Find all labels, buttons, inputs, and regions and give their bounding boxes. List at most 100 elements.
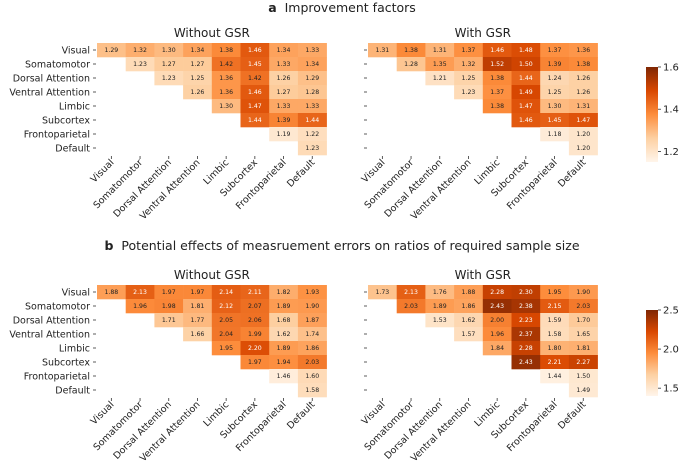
heatmap-cell	[396, 57, 426, 72]
heatmap-cell	[240, 327, 270, 342]
heatmap-cell	[240, 85, 270, 100]
heatmap-cell-label: 1.96	[490, 331, 504, 338]
heatmap-cell	[269, 299, 299, 314]
heatmap-cell	[125, 299, 155, 314]
heatmap-cell-label: 1.36	[576, 47, 590, 54]
heatmap-cell-label: 2.13	[404, 289, 418, 296]
heatmap-cell	[211, 99, 241, 114]
heatmap-cell	[211, 299, 241, 314]
heatmap-cell	[568, 113, 598, 128]
heatmap-cell-label: 1.26	[277, 75, 291, 82]
heatmap-cell	[240, 299, 270, 314]
heatmap-cell	[568, 71, 598, 86]
heatmap-cell	[269, 127, 299, 142]
heatmap-cell	[396, 285, 426, 300]
heatmap-cell	[425, 285, 455, 300]
heatmap-cell-label: 1.89	[277, 303, 291, 310]
heatmap-cell	[240, 341, 270, 356]
heatmap-cell-label: 1.35	[433, 61, 447, 68]
heatmap-cell-label: 1.95	[548, 289, 562, 296]
heatmap-cell-label: 1.38	[576, 61, 590, 68]
heatmap-cell-label: 1.81	[576, 345, 590, 352]
heatmap-cell-label: 1.47	[576, 117, 590, 124]
row-label: Subcortex	[42, 115, 90, 126]
heatmap-cell-label: 1.97	[162, 289, 176, 296]
heatmap-cell-label: 1.38	[404, 47, 418, 54]
heatmap-cell-label: 1.38	[490, 75, 504, 82]
heatmap-cell	[540, 327, 570, 342]
heatmap-cell-label: 2.07	[248, 303, 262, 310]
heatmap-cell-label: 1.28	[305, 89, 319, 96]
heatmap-cell	[482, 99, 512, 114]
heatmap-cell-label: 1.37	[462, 47, 476, 54]
heatmap-cell-label: 1.30	[548, 103, 562, 110]
heatmap-cell	[511, 299, 541, 314]
heatmap-cell	[511, 85, 541, 100]
heatmap-cell	[540, 299, 570, 314]
heatmap-cell	[454, 57, 484, 72]
heatmap-cell	[540, 85, 570, 100]
heatmap-cell	[269, 313, 299, 328]
heatmap-cell-label: 1.36	[219, 89, 233, 96]
heatmap-cell-label: 1.20	[576, 131, 590, 138]
panel-a-letter: a	[268, 0, 276, 15]
row-label: Somatomotor	[25, 301, 90, 312]
heatmap-cell-label: 1.96	[133, 303, 147, 310]
column-label: Default	[285, 399, 318, 432]
heatmap-cell	[511, 71, 541, 86]
heatmap-cell-label: 1.77	[191, 317, 205, 324]
heatmap-cell	[240, 113, 270, 128]
heatmap-cell	[269, 43, 299, 58]
heatmap-cell	[297, 113, 327, 128]
panel-b-letter: b	[104, 238, 113, 253]
heatmap-cell	[511, 113, 541, 128]
heatmap-cell-label: 2.13	[133, 289, 147, 296]
heatmap-cell-label: 1.34	[191, 47, 205, 54]
heatmap-cell	[540, 355, 570, 370]
heatmap-cell-label: 1.60	[305, 373, 319, 380]
column-label: Frontoparietal	[234, 399, 289, 454]
heatmap-cell-label: 1.25	[548, 89, 562, 96]
heatmap-cell-label: 1.27	[191, 61, 205, 68]
panel-a-title-text: Improvement factors	[285, 0, 416, 15]
heatmap-cell	[511, 313, 541, 328]
heatmap-title: Without GSR	[174, 268, 250, 282]
heatmap-cell-label: 1.25	[462, 75, 476, 82]
heatmap-cell	[240, 43, 270, 58]
heatmap-cell	[269, 369, 299, 384]
heatmap-cell	[240, 57, 270, 72]
heatmap-cell	[568, 355, 598, 370]
heatmap-cell	[269, 355, 299, 370]
heatmap-cell	[454, 285, 484, 300]
heatmap-cell-label: 1.26	[191, 89, 205, 96]
heatmap-cell-label: 2.21	[548, 359, 562, 366]
heatmap-cell	[454, 299, 484, 314]
heatmap-cell	[540, 285, 570, 300]
heatmap-cell-label: 1.76	[433, 289, 447, 296]
heatmap-cell	[269, 85, 299, 100]
heatmap-cell	[297, 341, 327, 356]
heatmap-cell	[511, 99, 541, 114]
heatmap-cell	[568, 127, 598, 142]
heatmap-cell	[568, 313, 598, 328]
row-label: Visual	[62, 287, 90, 298]
heatmap-cell-label: 1.42	[248, 75, 262, 82]
colorbar-b: 1.5 2.0 2.5	[646, 306, 679, 396]
heatmap-cell-label: 1.30	[219, 103, 233, 110]
heatmap-cell	[368, 285, 397, 300]
heatmap-cell	[297, 141, 327, 156]
heatmap-cell	[297, 313, 327, 328]
heatmap-cell	[568, 383, 598, 398]
heatmap-cell-label: 1.23	[305, 145, 319, 152]
heatmap-cell-label: 1.20	[576, 145, 590, 152]
heatmap-cell	[211, 313, 241, 328]
heatmap-cell	[297, 43, 327, 58]
row-label: Dorsal Attention	[13, 315, 90, 326]
heatmap-cell-label: 1.27	[277, 89, 291, 96]
heatmap-cell	[211, 285, 241, 300]
heatmap-cell	[297, 57, 327, 72]
heatmap-cell-label: 2.43	[519, 359, 533, 366]
column-label: Default	[556, 157, 589, 190]
heatmap-cell-label: 2.12	[219, 303, 233, 310]
